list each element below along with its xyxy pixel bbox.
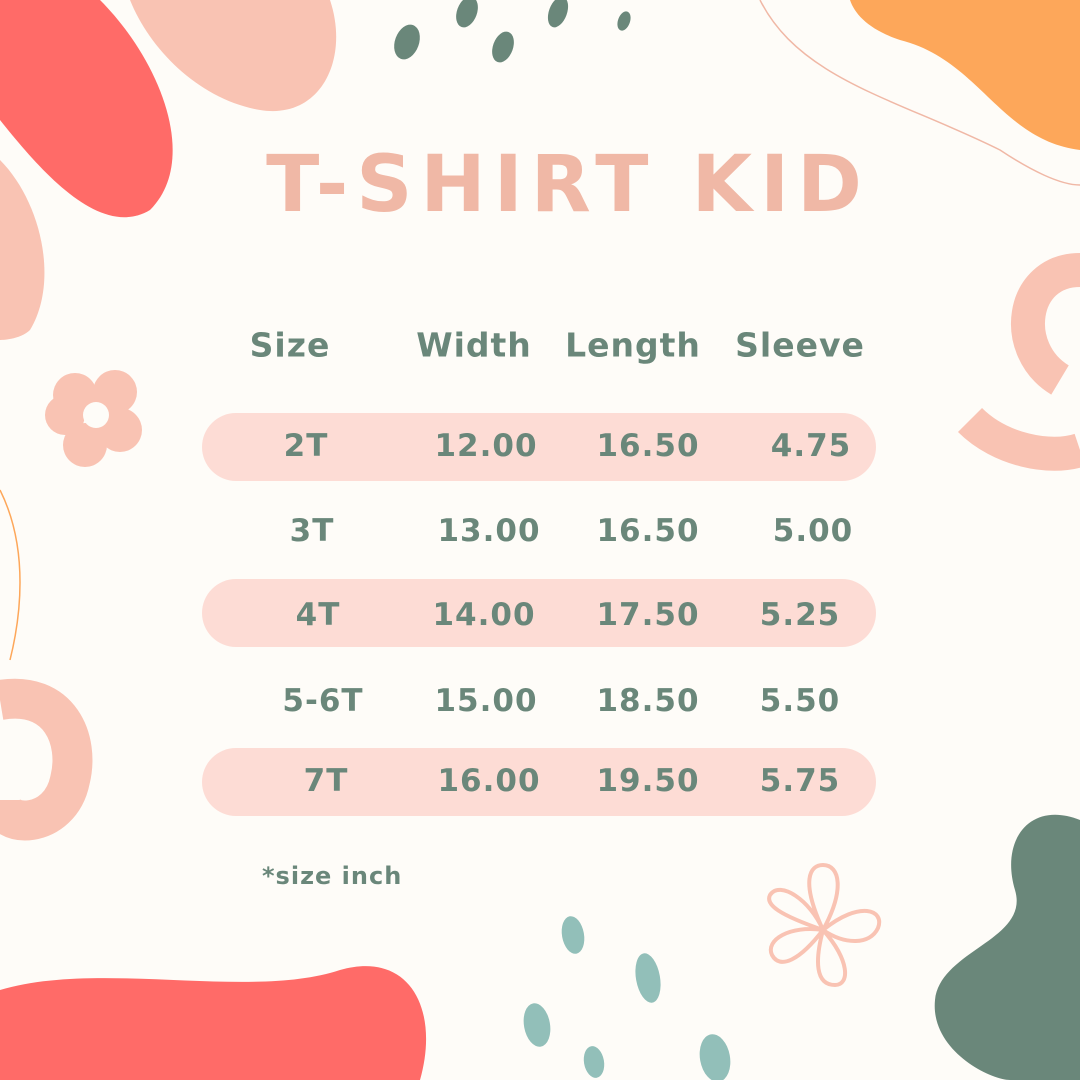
cell-sleeve: 5.75 [759, 763, 841, 799]
row-highlight [202, 579, 876, 647]
header-size: Size [249, 325, 331, 365]
cell-sleeve: 5.00 [772, 513, 854, 549]
cell-size: 4T [295, 597, 341, 633]
row-highlight [202, 748, 876, 816]
cell-length: 18.50 [596, 683, 700, 719]
orange-blob-top-right [850, 0, 1080, 150]
row-highlight [202, 413, 876, 481]
cell-sleeve: 5.50 [759, 683, 841, 719]
thin-line-left [0, 489, 21, 661]
peach-blob-top [130, 0, 337, 112]
coral-blob-top-left [0, 0, 173, 218]
cell-size: 3T [289, 513, 335, 549]
cell-size: 2T [283, 428, 329, 464]
cell-size: 7T [303, 763, 349, 799]
header-length: Length [565, 325, 701, 365]
cell-width: 16.00 [437, 763, 541, 799]
header-width: Width [416, 325, 532, 365]
cell-length: 19.50 [596, 763, 700, 799]
cell-length: 17.50 [596, 597, 700, 633]
cell-width: 15.00 [434, 683, 538, 719]
thin-line-top-right [759, 0, 1080, 186]
peach-blob-left [0, 160, 45, 340]
teal-dots-bottom [523, 916, 731, 1080]
cell-width: 14.00 [432, 597, 536, 633]
page-title: T-SHIRT KID [266, 140, 870, 230]
cell-sleeve: 4.75 [770, 428, 852, 464]
peach-loop-left [0, 678, 93, 841]
coral-blob-bottom [0, 966, 427, 1080]
cell-length: 16.50 [596, 428, 700, 464]
peach-swirl-right [957, 253, 1080, 471]
green-blob-bottom-right [934, 814, 1080, 1080]
cell-sleeve: 5.25 [759, 597, 841, 633]
flower-outline-icon [767, 862, 882, 988]
header-sleeve: Sleeve [735, 325, 865, 365]
cell-width: 13.00 [437, 513, 541, 549]
cell-size: 5-6T [282, 683, 364, 719]
cell-length: 16.50 [596, 513, 700, 549]
flower-icon-left [45, 370, 142, 467]
unit-note: *size inch [262, 862, 403, 890]
green-dots-top [394, 0, 631, 63]
cell-width: 12.00 [434, 428, 538, 464]
